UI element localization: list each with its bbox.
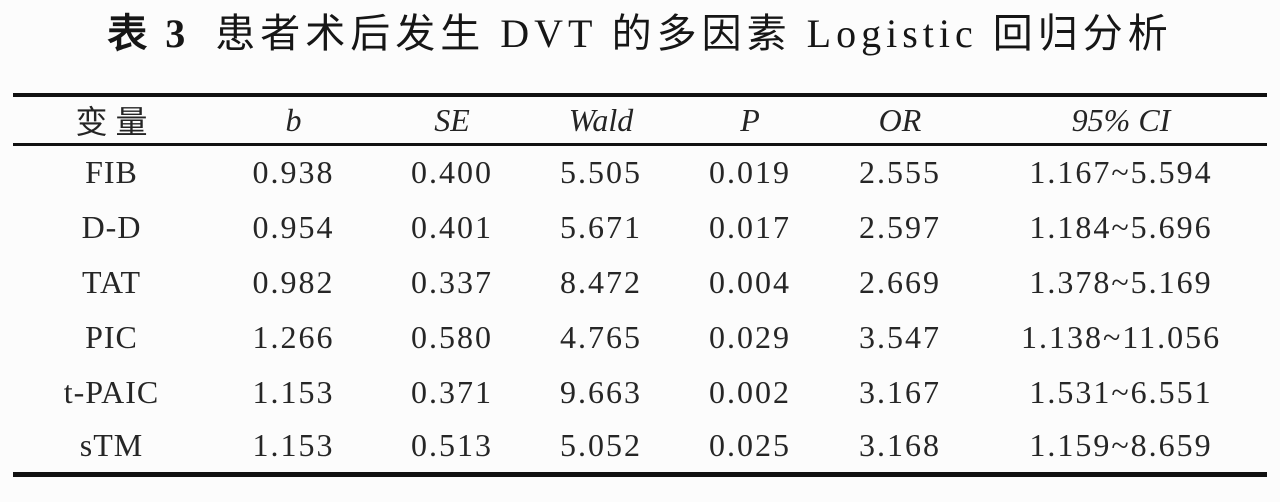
cell-variable: FIB [85, 154, 138, 191]
header-se: SE [434, 101, 470, 138]
cell-wald: 4.765 [560, 318, 642, 355]
header-row: 变量 b SE Wald P OR 95% CI [13, 95, 1267, 145]
table-row-fib: FIB 0.938 0.400 5.505 0.019 2.555 1.167~… [13, 145, 1267, 200]
cell-ci: 1.531~6.551 [1029, 373, 1213, 410]
table-row-pic: PIC 1.266 0.580 4.765 0.029 3.547 1.138~… [13, 310, 1267, 365]
cell-or: 3.547 [859, 318, 941, 355]
cell-wald: 5.505 [560, 154, 642, 191]
cell-se: 0.400 [411, 154, 493, 191]
table-row-stm: sTM 1.153 0.513 5.052 0.025 3.168 1.159~… [13, 420, 1267, 475]
cell-p: 0.004 [709, 263, 791, 300]
cell-wald: 9.663 [560, 373, 642, 410]
cell-wald: 8.472 [560, 263, 642, 300]
logistic-regression-table: 变量 b SE Wald P OR 95% CI FIB 0.938 0.400… [13, 93, 1267, 477]
cell-b: 1.153 [252, 427, 335, 464]
cell-or: 2.597 [859, 208, 941, 245]
cell-se: 0.371 [411, 373, 493, 410]
header-p: P [740, 101, 760, 138]
cell-p: 0.029 [709, 318, 791, 355]
cell-p: 0.002 [709, 373, 791, 410]
cell-p: 0.017 [709, 208, 791, 245]
cell-variable: TAT [81, 263, 142, 300]
header-or: OR [878, 101, 922, 138]
cell-ci: 1.159~8.659 [1029, 427, 1213, 464]
cell-or: 3.167 [859, 373, 941, 410]
cell-p: 0.019 [709, 154, 791, 191]
cell-ci: 1.167~5.594 [1029, 154, 1213, 191]
header-wald: Wald [568, 101, 634, 138]
cell-p: 0.025 [709, 427, 791, 464]
cell-or: 2.669 [859, 263, 941, 300]
table-row-tat: TAT 0.982 0.337 8.472 0.004 2.669 1.378~… [13, 255, 1267, 310]
table-body: FIB 0.938 0.400 5.505 0.019 2.555 1.167~… [13, 145, 1267, 475]
cell-b: 0.982 [252, 263, 335, 300]
table-caption-label: 表 3 [107, 11, 190, 56]
cell-b: 0.954 [252, 208, 335, 245]
cell-wald: 5.052 [560, 427, 642, 464]
cell-variable: sTM [79, 427, 144, 464]
table-header: 变量 b SE Wald P OR 95% CI [13, 95, 1267, 145]
cell-b: 0.938 [252, 154, 335, 191]
table-row-dd: D-D 0.954 0.401 5.671 0.017 2.597 1.184~… [13, 200, 1267, 255]
table-caption-title: 患者术后发生 DVT 的多因素 Logistic 回归分析 [215, 11, 1173, 56]
header-ci: 95% CI [1071, 101, 1171, 138]
cell-b: 1.266 [252, 318, 335, 355]
cell-ci: 1.378~5.169 [1029, 263, 1213, 300]
cell-variable: t-PAIC [63, 373, 160, 410]
cell-b: 1.153 [252, 373, 335, 410]
cell-variable: D-D [81, 208, 142, 245]
cell-or: 3.168 [859, 427, 941, 464]
table-row-tpaic: t-PAIC 1.153 0.371 9.663 0.002 3.167 1.5… [13, 365, 1267, 420]
cell-ci: 1.138~11.056 [1020, 318, 1222, 355]
cell-se: 0.580 [411, 318, 493, 355]
table-caption: 表 3 患者术后发生 DVT 的多因素 Logistic 回归分析 [0, 10, 1280, 58]
cell-wald: 5.671 [560, 208, 642, 245]
cell-ci: 1.184~5.696 [1029, 208, 1213, 245]
cell-variable: PIC [85, 318, 138, 355]
cell-se: 0.337 [411, 263, 493, 300]
cell-se: 0.513 [411, 427, 493, 464]
header-b: b [285, 101, 302, 138]
cell-se: 0.401 [411, 208, 493, 245]
header-variable: 变量 [75, 104, 156, 140]
cell-or: 2.555 [859, 154, 941, 191]
